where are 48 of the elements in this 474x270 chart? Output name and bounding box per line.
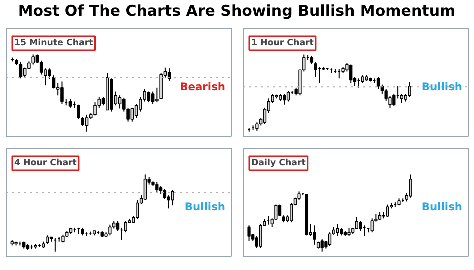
candlestick [130, 107, 134, 122]
text: Bullish [422, 200, 463, 214]
candlestick [171, 190, 174, 206]
candlestick [314, 62, 318, 78]
candlestick [350, 64, 353, 84]
candlestick [248, 225, 251, 242]
candlestick [259, 224, 262, 249]
candlestick [85, 114, 89, 132]
candlestick [313, 225, 316, 246]
text: Bullish [422, 80, 463, 94]
candlestick [160, 72, 163, 100]
candlestick [163, 188, 167, 200]
candlestick [48, 68, 52, 80]
candlestick [151, 91, 155, 105]
candlestick [320, 239, 324, 252]
chart-title: 1 Hour Chart [252, 38, 314, 48]
candlestick [32, 54, 35, 66]
candlestick [409, 174, 412, 198]
candlestick [286, 90, 290, 102]
candlestick [77, 104, 80, 120]
candlestick [116, 220, 120, 232]
text: Bearish [180, 80, 226, 94]
candlestick [94, 102, 97, 116]
candlestick [124, 220, 128, 234]
candlestick [283, 94, 286, 106]
candlestick [336, 224, 340, 237]
candlestick [370, 218, 374, 234]
candlestick [408, 82, 412, 98]
candlestick [156, 182, 159, 193]
candlestick [108, 224, 112, 236]
candlestick [392, 94, 396, 107]
candlestick [19, 62, 23, 80]
candlestick [328, 232, 332, 247]
text: Most Of The Charts Are Showing Bullish Momentum [18, 1, 456, 22]
candlestick [52, 75, 56, 90]
candlestick [60, 81, 64, 105]
chart-title: Daily Chart [252, 158, 306, 168]
candlestick [400, 94, 404, 104]
candlestick [355, 216, 359, 230]
candlestick [81, 116, 85, 127]
candlestick [136, 200, 140, 220]
candlestick [386, 204, 390, 218]
candlestick [156, 87, 159, 104]
candlestick [118, 95, 122, 110]
text: Bullish [184, 200, 226, 214]
chart-title: 15 Minute Chart [14, 38, 94, 48]
chart-title: 4 Hour Chart [14, 158, 77, 168]
candlestick [376, 76, 380, 90]
